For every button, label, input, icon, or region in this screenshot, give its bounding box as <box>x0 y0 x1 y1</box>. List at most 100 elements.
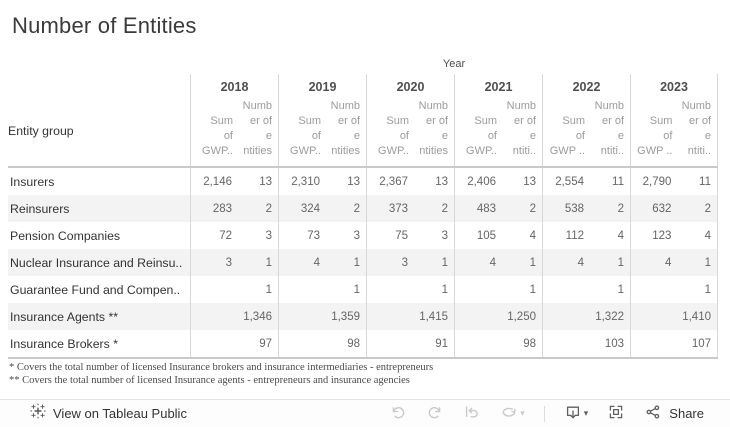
redo-button[interactable] <box>426 403 444 424</box>
cell-num-entities[interactable]: 13 <box>347 175 360 188</box>
cell-num-entities[interactable]: 4 <box>617 229 624 242</box>
cell-num-entities[interactable]: 2 <box>529 202 536 215</box>
cell-num-entities[interactable]: 1,410 <box>682 310 711 323</box>
row-header[interactable]: Reinsurers <box>10 201 70 216</box>
subheader-num-entities[interactable]: Numb er of e ntiti.. <box>680 98 717 166</box>
row-header[interactable]: Nuclear Insurance and Reinsu.. <box>10 255 183 270</box>
cell-num-entities[interactable]: 1,346 <box>243 310 272 323</box>
cell-sum-gwp[interactable]: 112 <box>565 229 584 242</box>
cell-sum-gwp[interactable]: 72 <box>219 229 232 242</box>
cell-num-entities[interactable]: 1 <box>265 283 272 296</box>
cell-num-entities[interactable]: 1,322 <box>595 310 624 323</box>
subheader-sum-gwp[interactable]: Sum of GWP.. <box>367 98 417 166</box>
subheader-num-entities[interactable]: Numb er of e ntiti.. <box>505 98 542 166</box>
year-header[interactable]: 2022 <box>572 80 601 94</box>
fullscreen-button[interactable] <box>607 403 625 424</box>
cell-num-entities[interactable]: 13 <box>435 175 448 188</box>
cell-num-entities[interactable]: 91 <box>435 337 448 350</box>
cell-num-entities[interactable]: 98 <box>523 337 536 350</box>
row-header[interactable]: Insurers <box>10 174 55 189</box>
cell-sum-gwp[interactable]: 2,310 <box>291 175 320 188</box>
cell-num-entities[interactable]: 107 <box>691 337 711 350</box>
row-header[interactable]: Insurance Agents ** <box>10 309 119 324</box>
cell-num-entities[interactable]: 3 <box>441 229 448 242</box>
subheader-sum-gwp[interactable]: Sum of GWP .. <box>631 98 680 166</box>
cell-sum-gwp[interactable]: 105 <box>476 229 496 242</box>
year-header[interactable]: 2023 <box>660 80 688 94</box>
cell-num-entities[interactable]: 1 <box>529 283 536 296</box>
cell-sum-gwp[interactable]: 3 <box>401 256 408 269</box>
subheader-sum-gwp[interactable]: Sum of GWP.. <box>191 98 241 166</box>
cell-num-entities[interactable]: 1 <box>441 256 448 269</box>
cell-num-entities[interactable]: 1 <box>353 256 360 269</box>
cell-num-entities[interactable]: 2 <box>704 202 711 215</box>
cell-num-entities[interactable]: 2 <box>441 202 448 215</box>
row-header[interactable]: Guarantee Fund and Compen.. <box>10 282 181 297</box>
cell-sum-gwp[interactable]: 123 <box>652 229 672 242</box>
subheader-num-entities[interactable]: Numb er of e ntities <box>241 98 278 166</box>
cell-num-entities[interactable]: 1 <box>353 283 360 296</box>
cell-sum-gwp[interactable]: 483 <box>476 202 496 215</box>
cell-sum-gwp[interactable]: 2,146 <box>203 175 232 188</box>
cell-sum-gwp[interactable]: 4 <box>577 256 584 269</box>
cell-sum-gwp[interactable]: 75 <box>395 229 408 242</box>
cell-sum-gwp[interactable]: 4 <box>313 256 320 269</box>
cell-num-entities[interactable]: 103 <box>604 337 624 350</box>
cell-sum-gwp[interactable]: 2,554 <box>555 175 584 188</box>
year-header[interactable]: 2019 <box>308 80 337 94</box>
row-header[interactable]: Pension Companies <box>10 228 121 243</box>
cell-num-entities[interactable]: 1 <box>617 256 624 269</box>
cell-num-entities[interactable]: 98 <box>347 337 360 350</box>
cell-num-entities[interactable]: 2 <box>353 202 360 215</box>
row-header[interactable]: Insurance Brokers * <box>10 336 118 351</box>
subheader-sum-gwp[interactable]: Sum of GWP .. <box>543 98 593 166</box>
cell-num-entities[interactable]: 4 <box>704 229 711 242</box>
year-header[interactable]: 2018 <box>220 80 249 94</box>
cell-num-entities[interactable]: 11 <box>699 175 711 188</box>
cell-sum-gwp[interactable]: 283 <box>212 202 232 215</box>
cell-sum-gwp[interactable]: 2,367 <box>379 175 408 188</box>
cell-sum-gwp[interactable]: 324 <box>300 202 320 215</box>
cell-sum-gwp[interactable]: 373 <box>388 202 408 215</box>
cell-num-entities[interactable]: 1 <box>704 283 711 296</box>
refresh-button[interactable]: ▾ <box>500 403 525 424</box>
subheader-sum-gwp[interactable]: Sum of GWP.. <box>455 98 505 166</box>
cell-num-entities[interactable]: 2 <box>265 202 272 215</box>
cell-num-entities[interactable]: 3 <box>265 229 272 242</box>
revert-button[interactable] <box>463 403 481 424</box>
subheader-num-entities[interactable]: Numb er of e ntities <box>329 98 366 166</box>
subheader-sum-gwp[interactable]: Sum of GWP.. <box>279 98 329 166</box>
cell-num-entities[interactable]: 1,250 <box>507 310 536 323</box>
cell-sum-gwp[interactable]: 73 <box>307 229 320 242</box>
download-button[interactable]: ▾ <box>564 403 588 424</box>
cell-num-entities[interactable]: 1 <box>704 256 711 269</box>
cell-num-entities[interactable]: 1 <box>617 283 624 296</box>
cell-num-entities[interactable]: 1,359 <box>331 310 360 323</box>
cell-num-entities[interactable]: 1 <box>529 256 536 269</box>
cell-num-entities[interactable]: 2 <box>617 202 624 215</box>
cell-num-entities[interactable]: 1 <box>265 256 272 269</box>
year-cell: 107 <box>630 330 718 357</box>
cell-sum-gwp[interactable]: 2,406 <box>467 175 496 188</box>
subheader-num-entities[interactable]: Numb er of e ntities <box>417 98 454 166</box>
cell-num-entities[interactable]: 13 <box>523 175 536 188</box>
cell-sum-gwp[interactable]: 538 <box>564 202 584 215</box>
cell-num-entities[interactable]: 3 <box>353 229 360 242</box>
year-header[interactable]: 2020 <box>396 80 425 94</box>
year-header[interactable]: 2021 <box>484 80 513 94</box>
cell-num-entities[interactable]: 1 <box>441 283 448 296</box>
subheader-num-entities[interactable]: Numb er of e ntiti.. <box>593 98 630 166</box>
cell-num-entities[interactable]: 13 <box>259 175 272 188</box>
cell-sum-gwp[interactable]: 4 <box>665 256 672 269</box>
cell-sum-gwp[interactable]: 4 <box>489 256 496 269</box>
cell-num-entities[interactable]: 4 <box>529 229 536 242</box>
cell-num-entities[interactable]: 11 <box>612 175 624 188</box>
undo-button[interactable] <box>389 403 407 424</box>
cell-num-entities[interactable]: 1,415 <box>419 310 448 323</box>
cell-num-entities[interactable]: 97 <box>259 337 272 350</box>
cell-sum-gwp[interactable]: 2,790 <box>642 175 672 188</box>
cell-sum-gwp[interactable]: 3 <box>225 256 232 269</box>
view-on-tableau-public-link[interactable]: View on Tableau Public <box>30 403 187 424</box>
cell-sum-gwp[interactable]: 632 <box>652 202 672 215</box>
share-button[interactable]: Share <box>644 403 704 424</box>
